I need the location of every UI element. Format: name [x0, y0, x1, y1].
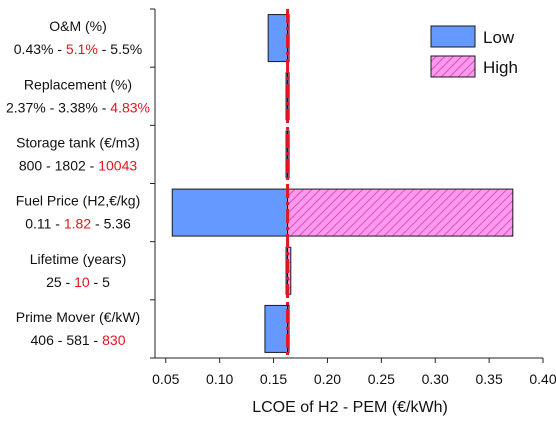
range-separator: - — [90, 274, 102, 290]
range-value: 10 — [74, 274, 90, 290]
range-separator: - — [51, 216, 63, 232]
range-value: 0.43% — [14, 41, 54, 57]
range-separator: - — [86, 157, 98, 173]
x-tick-label: 0.05 — [152, 371, 179, 387]
category-label: Prime Mover (€/kW) — [16, 309, 140, 325]
range-value: 2.37% — [6, 99, 46, 115]
range-separator: - — [98, 41, 110, 57]
range-value: 1.82 — [64, 216, 91, 232]
legend-label: Low — [483, 28, 515, 47]
bar-low — [171, 188, 289, 237]
range-value: 3.38% — [58, 99, 98, 115]
range-value: 830 — [102, 332, 126, 348]
legend-label: High — [483, 58, 518, 77]
category-range: 25 - 10 - 5 — [46, 274, 110, 290]
plot-area — [150, 8, 544, 363]
category-label: Fuel Price (H2,€/kg) — [16, 193, 140, 209]
x-tick-label: 0.20 — [314, 371, 341, 387]
category-range: 0.43% - 5.1% - 5.5% — [14, 41, 142, 57]
category-range: 2.37% - 3.38% - 4.83% — [6, 99, 150, 115]
category-range: 406 - 581 - 830 — [31, 332, 126, 348]
legend-swatch-low — [430, 25, 476, 48]
x-tick-label: 0.30 — [422, 371, 449, 387]
x-tick-label: 0.10 — [206, 371, 233, 387]
range-separator: - — [90, 332, 102, 348]
range-value: 25 — [46, 274, 62, 290]
range-value: 406 — [31, 332, 55, 348]
range-value: 4.83% — [110, 99, 150, 115]
range-separator: - — [98, 99, 110, 115]
x-tick-label: 0.15 — [260, 371, 287, 387]
category-label: Lifetime (years) — [30, 251, 126, 267]
category-labels: O&M (%) 0.43% - 5.1% - 5.5% Replacement (%… — [6, 18, 150, 348]
range-separator: - — [91, 216, 103, 232]
range-separator: - — [42, 157, 54, 173]
range-separator: - — [62, 274, 74, 290]
range-value: 5.36 — [104, 216, 131, 232]
x-tick-labels: 0.05 0.10 0.15 0.20 0.25 0.30 0.35 0.40 — [152, 371, 556, 387]
legend-swatch-high — [430, 55, 476, 78]
range-separator: - — [46, 99, 58, 115]
range-value: 10043 — [98, 157, 137, 173]
category-label: O&M (%) — [49, 18, 107, 34]
x-tick-label: 0.25 — [368, 371, 395, 387]
range-value: 5 — [102, 274, 110, 290]
range-value: 5.1% — [66, 41, 98, 57]
category-label: Replacement (%) — [24, 76, 132, 92]
bar-low — [264, 304, 289, 353]
bar-low — [267, 14, 289, 63]
range-value: 5.5% — [110, 41, 142, 57]
x-axis-label: LCOE of H2 - PEM (€/kWh) — [252, 399, 448, 416]
category-range: 0.11 - 1.82 - 5.36 — [25, 216, 131, 232]
range-value: 581 — [66, 332, 90, 348]
range-value: 1802 — [55, 157, 86, 173]
legend: Low High — [430, 25, 518, 78]
category-range: 800 - 1802 - 10043 — [19, 157, 138, 173]
range-separator: - — [54, 332, 66, 348]
range-value: 800 — [19, 157, 43, 173]
x-tick-label: 0.35 — [475, 371, 502, 387]
category-label: Storage tank (€/m3) — [16, 134, 140, 150]
bar-high — [287, 188, 514, 237]
range-separator: - — [53, 41, 65, 57]
range-value: 0.11 — [25, 216, 51, 232]
x-tick-label: 0.40 — [529, 371, 556, 387]
